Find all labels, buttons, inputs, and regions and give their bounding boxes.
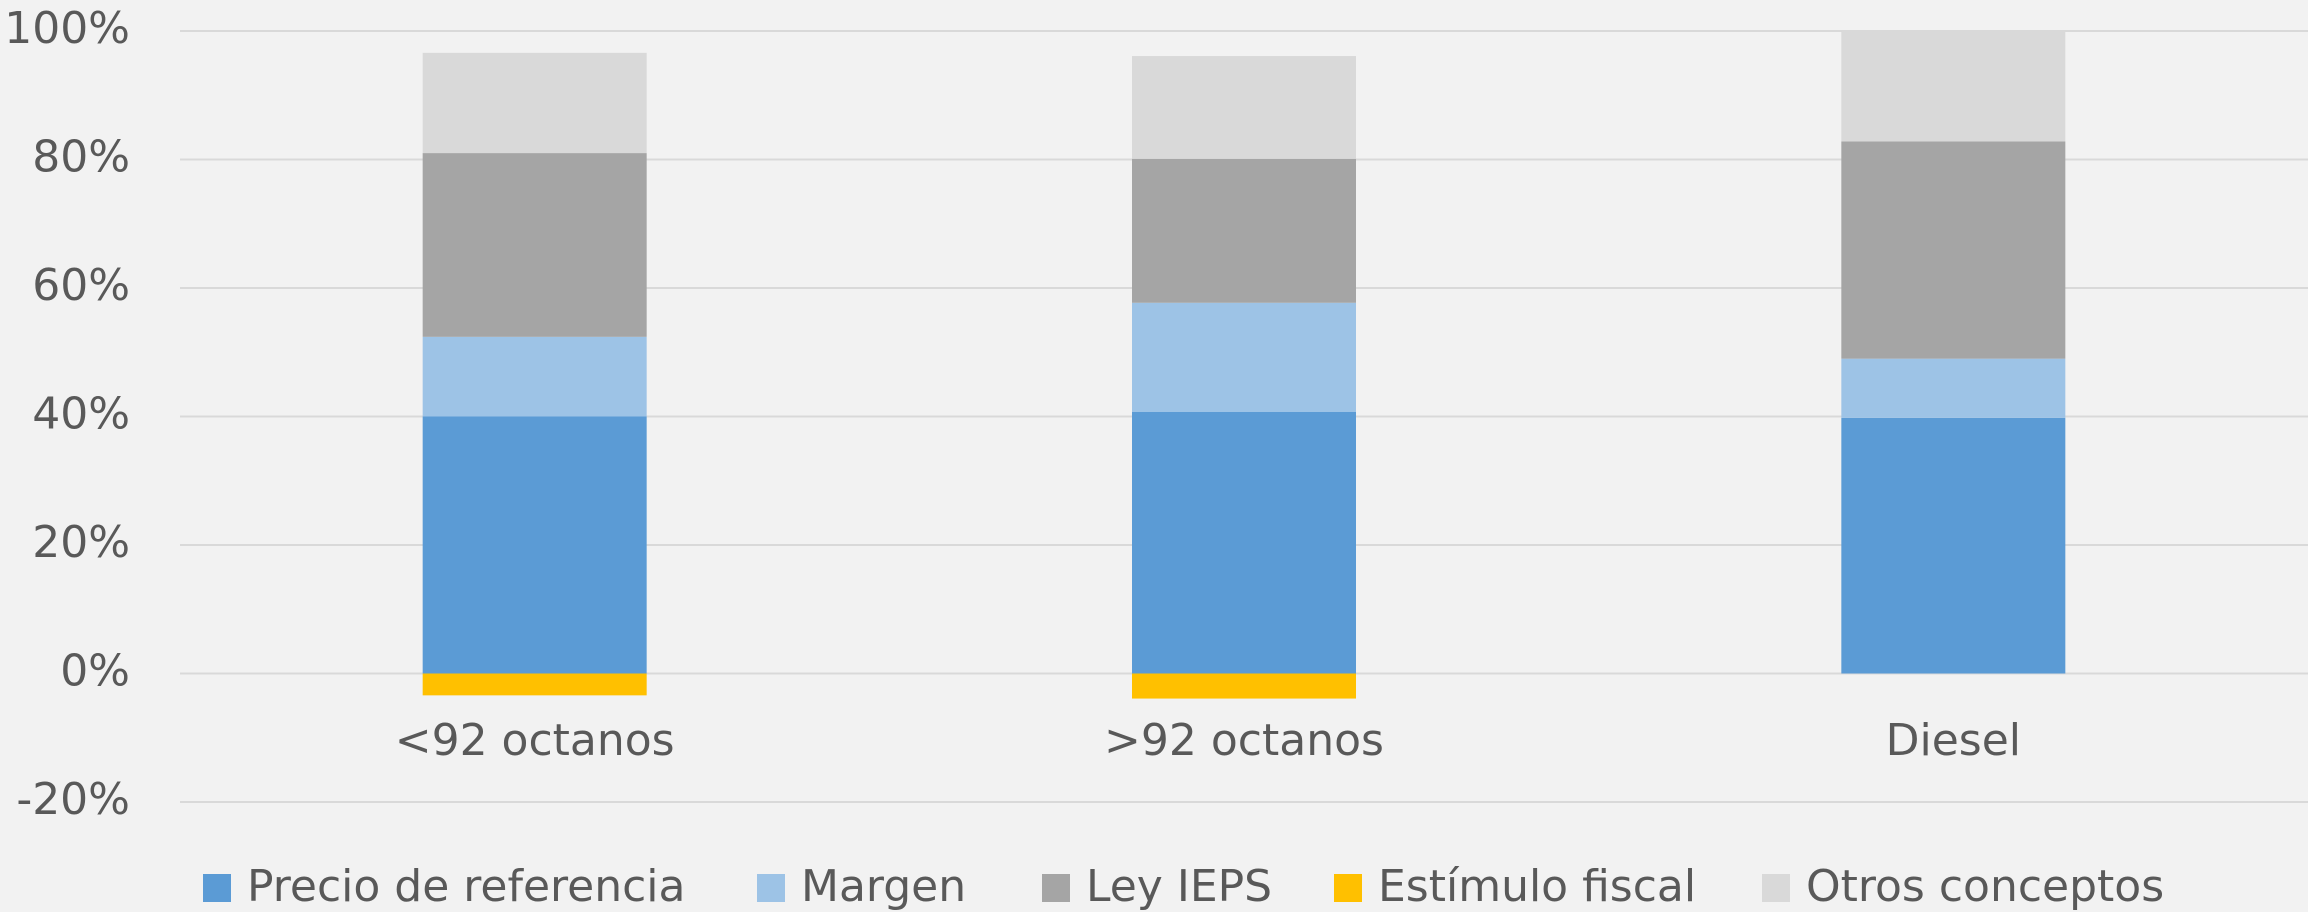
y-tick-label: 40%	[32, 389, 130, 440]
legend-swatch	[1762, 874, 1790, 902]
x-tick-label: >92 octanos	[1104, 715, 1384, 766]
bar-segment	[422, 52, 647, 154]
x-tick-label: Diesel	[1886, 715, 2021, 766]
bar-segment	[422, 673, 647, 696]
legend-swatch	[203, 874, 231, 902]
bar-segment	[422, 416, 647, 674]
legend-label: Estímulo fiscal	[1378, 861, 1696, 912]
legend-swatch	[1042, 874, 1070, 902]
bar-segment	[422, 336, 647, 417]
bar-segment	[1841, 358, 2066, 418]
y-tick-label: -20%	[16, 774, 130, 825]
legend-swatch	[1334, 874, 1362, 902]
legend-label: Margen	[801, 861, 966, 912]
y-tick-label: 20%	[32, 517, 130, 568]
legend-swatch	[757, 874, 785, 902]
bar-segment	[1132, 158, 1356, 303]
bar-segment	[1841, 141, 2066, 359]
x-tick-label: <92 octanos	[395, 715, 675, 766]
legend-label: Precio de referencia	[247, 861, 685, 912]
y-tick-label: 100%	[4, 3, 130, 54]
legend-label: Otros conceptos	[1806, 861, 2164, 912]
bar-segment	[1132, 673, 1356, 699]
bar-segment	[1132, 412, 1356, 674]
bar-segment	[1132, 56, 1356, 159]
y-tick-label: 60%	[32, 260, 130, 311]
legend-label: Ley IEPS	[1086, 861, 1272, 912]
y-tick-label: 0%	[60, 646, 130, 697]
bar-segment	[1841, 417, 2066, 674]
y-tick-label: 80%	[32, 132, 130, 183]
bar-segment	[422, 153, 647, 337]
bar-segment	[1841, 31, 2066, 142]
bar-segment	[1132, 302, 1356, 413]
